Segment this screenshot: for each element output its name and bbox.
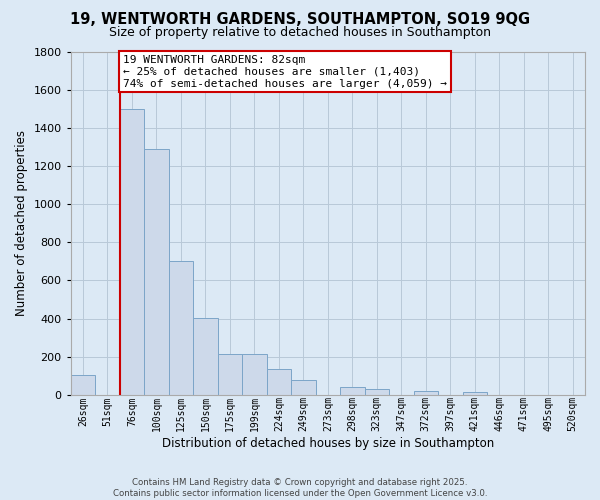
Bar [266,369,291,395]
Bar [340,387,365,395]
Text: Contains HM Land Registry data © Crown copyright and database right 2025.
Contai: Contains HM Land Registry data © Crown c… [113,478,487,498]
Bar [463,392,487,395]
Text: 19 WENTWORTH GARDENS: 82sqm
← 25% of detached houses are smaller (1,403)
74% of : 19 WENTWORTH GARDENS: 82sqm ← 25% of det… [124,56,448,88]
Bar [242,354,266,395]
Bar [144,149,169,395]
X-axis label: Distribution of detached houses by size in Southampton: Distribution of detached houses by size … [162,437,494,450]
Bar [71,375,95,395]
Text: Size of property relative to detached houses in Southampton: Size of property relative to detached ho… [109,26,491,39]
Bar [169,262,193,395]
Y-axis label: Number of detached properties: Number of detached properties [15,130,28,316]
Bar [365,390,389,395]
Bar [218,354,242,395]
Text: 19, WENTWORTH GARDENS, SOUTHAMPTON, SO19 9QG: 19, WENTWORTH GARDENS, SOUTHAMPTON, SO19… [70,12,530,28]
Bar [119,108,144,395]
Bar [193,318,218,395]
Bar [413,392,438,395]
Bar [291,380,316,395]
